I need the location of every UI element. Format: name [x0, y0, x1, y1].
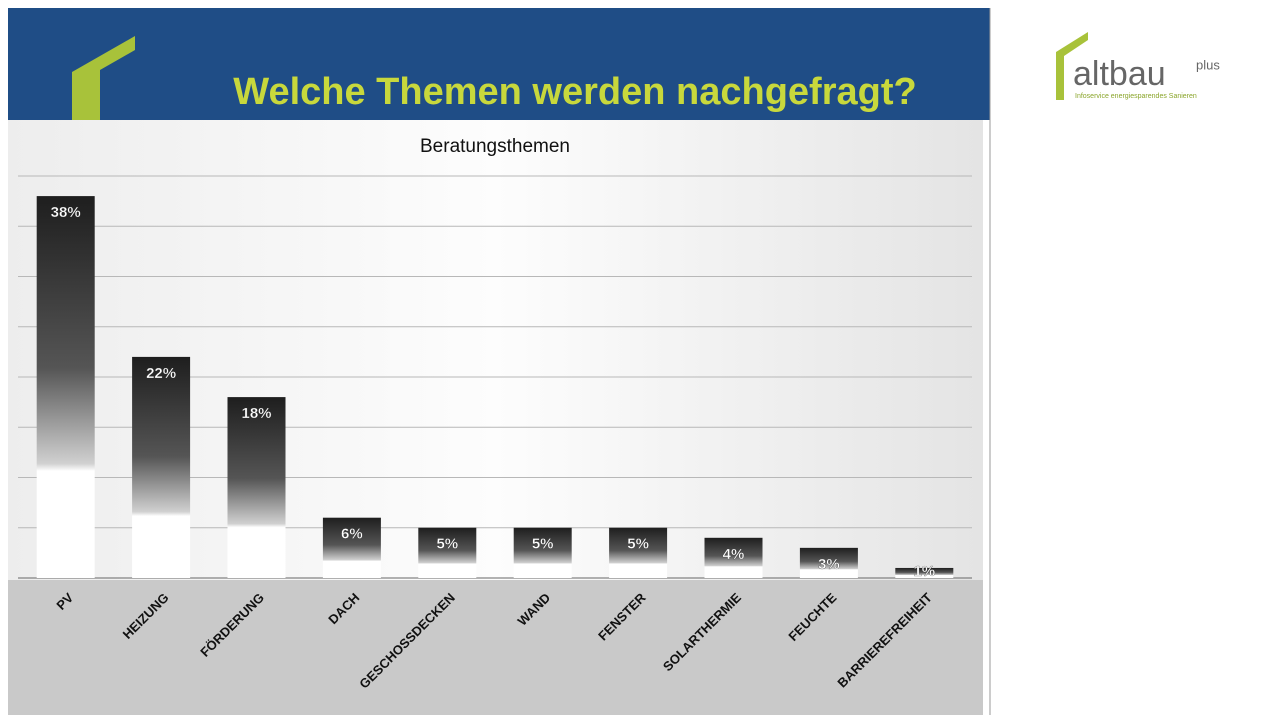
bar — [704, 537, 763, 578]
value-label: 18% — [241, 405, 271, 422]
value-label: 5% — [627, 536, 649, 553]
value-label: 22% — [146, 365, 176, 382]
logo-name: altbau — [1073, 55, 1166, 93]
logo-suffix: plus — [1196, 57, 1220, 72]
chart-title: Beratungsthemen — [420, 136, 570, 157]
header-bracket — [72, 36, 135, 120]
bar — [322, 517, 381, 578]
value-label: 5% — [436, 536, 458, 553]
header-band — [8, 8, 990, 120]
value-label: 1% — [913, 563, 935, 580]
value-label: 5% — [532, 536, 554, 553]
header-title: Welche Themen werden nachgefragt? — [233, 71, 916, 113]
bar — [36, 196, 95, 578]
label-area — [8, 580, 983, 715]
value-label: 6% — [341, 526, 363, 543]
bar — [609, 527, 668, 578]
bar — [227, 397, 286, 578]
bar — [799, 547, 858, 578]
value-label: 4% — [723, 546, 745, 563]
value-label: 38% — [51, 204, 81, 221]
value-label: 3% — [818, 556, 840, 573]
logo-tagline: Infoservice energiesparendes Sanieren — [1075, 93, 1197, 100]
bar — [513, 527, 572, 578]
bar — [132, 356, 191, 578]
bar — [418, 527, 477, 578]
logo-bracket — [1056, 32, 1088, 100]
bar — [895, 567, 954, 578]
